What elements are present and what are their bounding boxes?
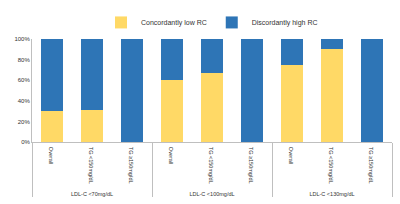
svg-text:Overall: Overall (168, 147, 174, 164)
svg-text:Concordantly low RC: Concordantly low RC (141, 19, 207, 27)
svg-text:LDL-C <100mg/dL: LDL-C <100mg/dL (189, 191, 234, 197)
svg-text:TG <150mg/dL: TG <150mg/dL (208, 147, 214, 184)
svg-text:TG ≥150mg/dL: TG ≥150mg/dL (368, 147, 374, 184)
svg-text:Discordantly high RC: Discordantly high RC (252, 19, 318, 27)
svg-text:40%: 40% (18, 98, 31, 104)
svg-text:LDL-C <130mg/dL: LDL-C <130mg/dL (309, 191, 354, 197)
svg-text:80%: 80% (18, 57, 31, 63)
svg-text:Overall: Overall (48, 147, 54, 164)
svg-text:20%: 20% (18, 119, 31, 125)
svg-text:TG ≥150mg/dL: TG ≥150mg/dL (128, 147, 134, 184)
svg-text:TG <150mg/dL: TG <150mg/dL (328, 147, 334, 184)
svg-text:TG ≥150mg/dL: TG ≥150mg/dL (248, 147, 254, 184)
svg-text:Overall: Overall (288, 147, 294, 164)
svg-text:LDL-C <70mg/dL: LDL-C <70mg/dL (71, 191, 113, 197)
svg-text:TG <150mg/dL: TG <150mg/dL (88, 147, 94, 184)
svg-text:60%: 60% (18, 77, 31, 83)
svg-text:0%: 0% (21, 139, 30, 145)
svg-text:100%: 100% (14, 36, 30, 42)
